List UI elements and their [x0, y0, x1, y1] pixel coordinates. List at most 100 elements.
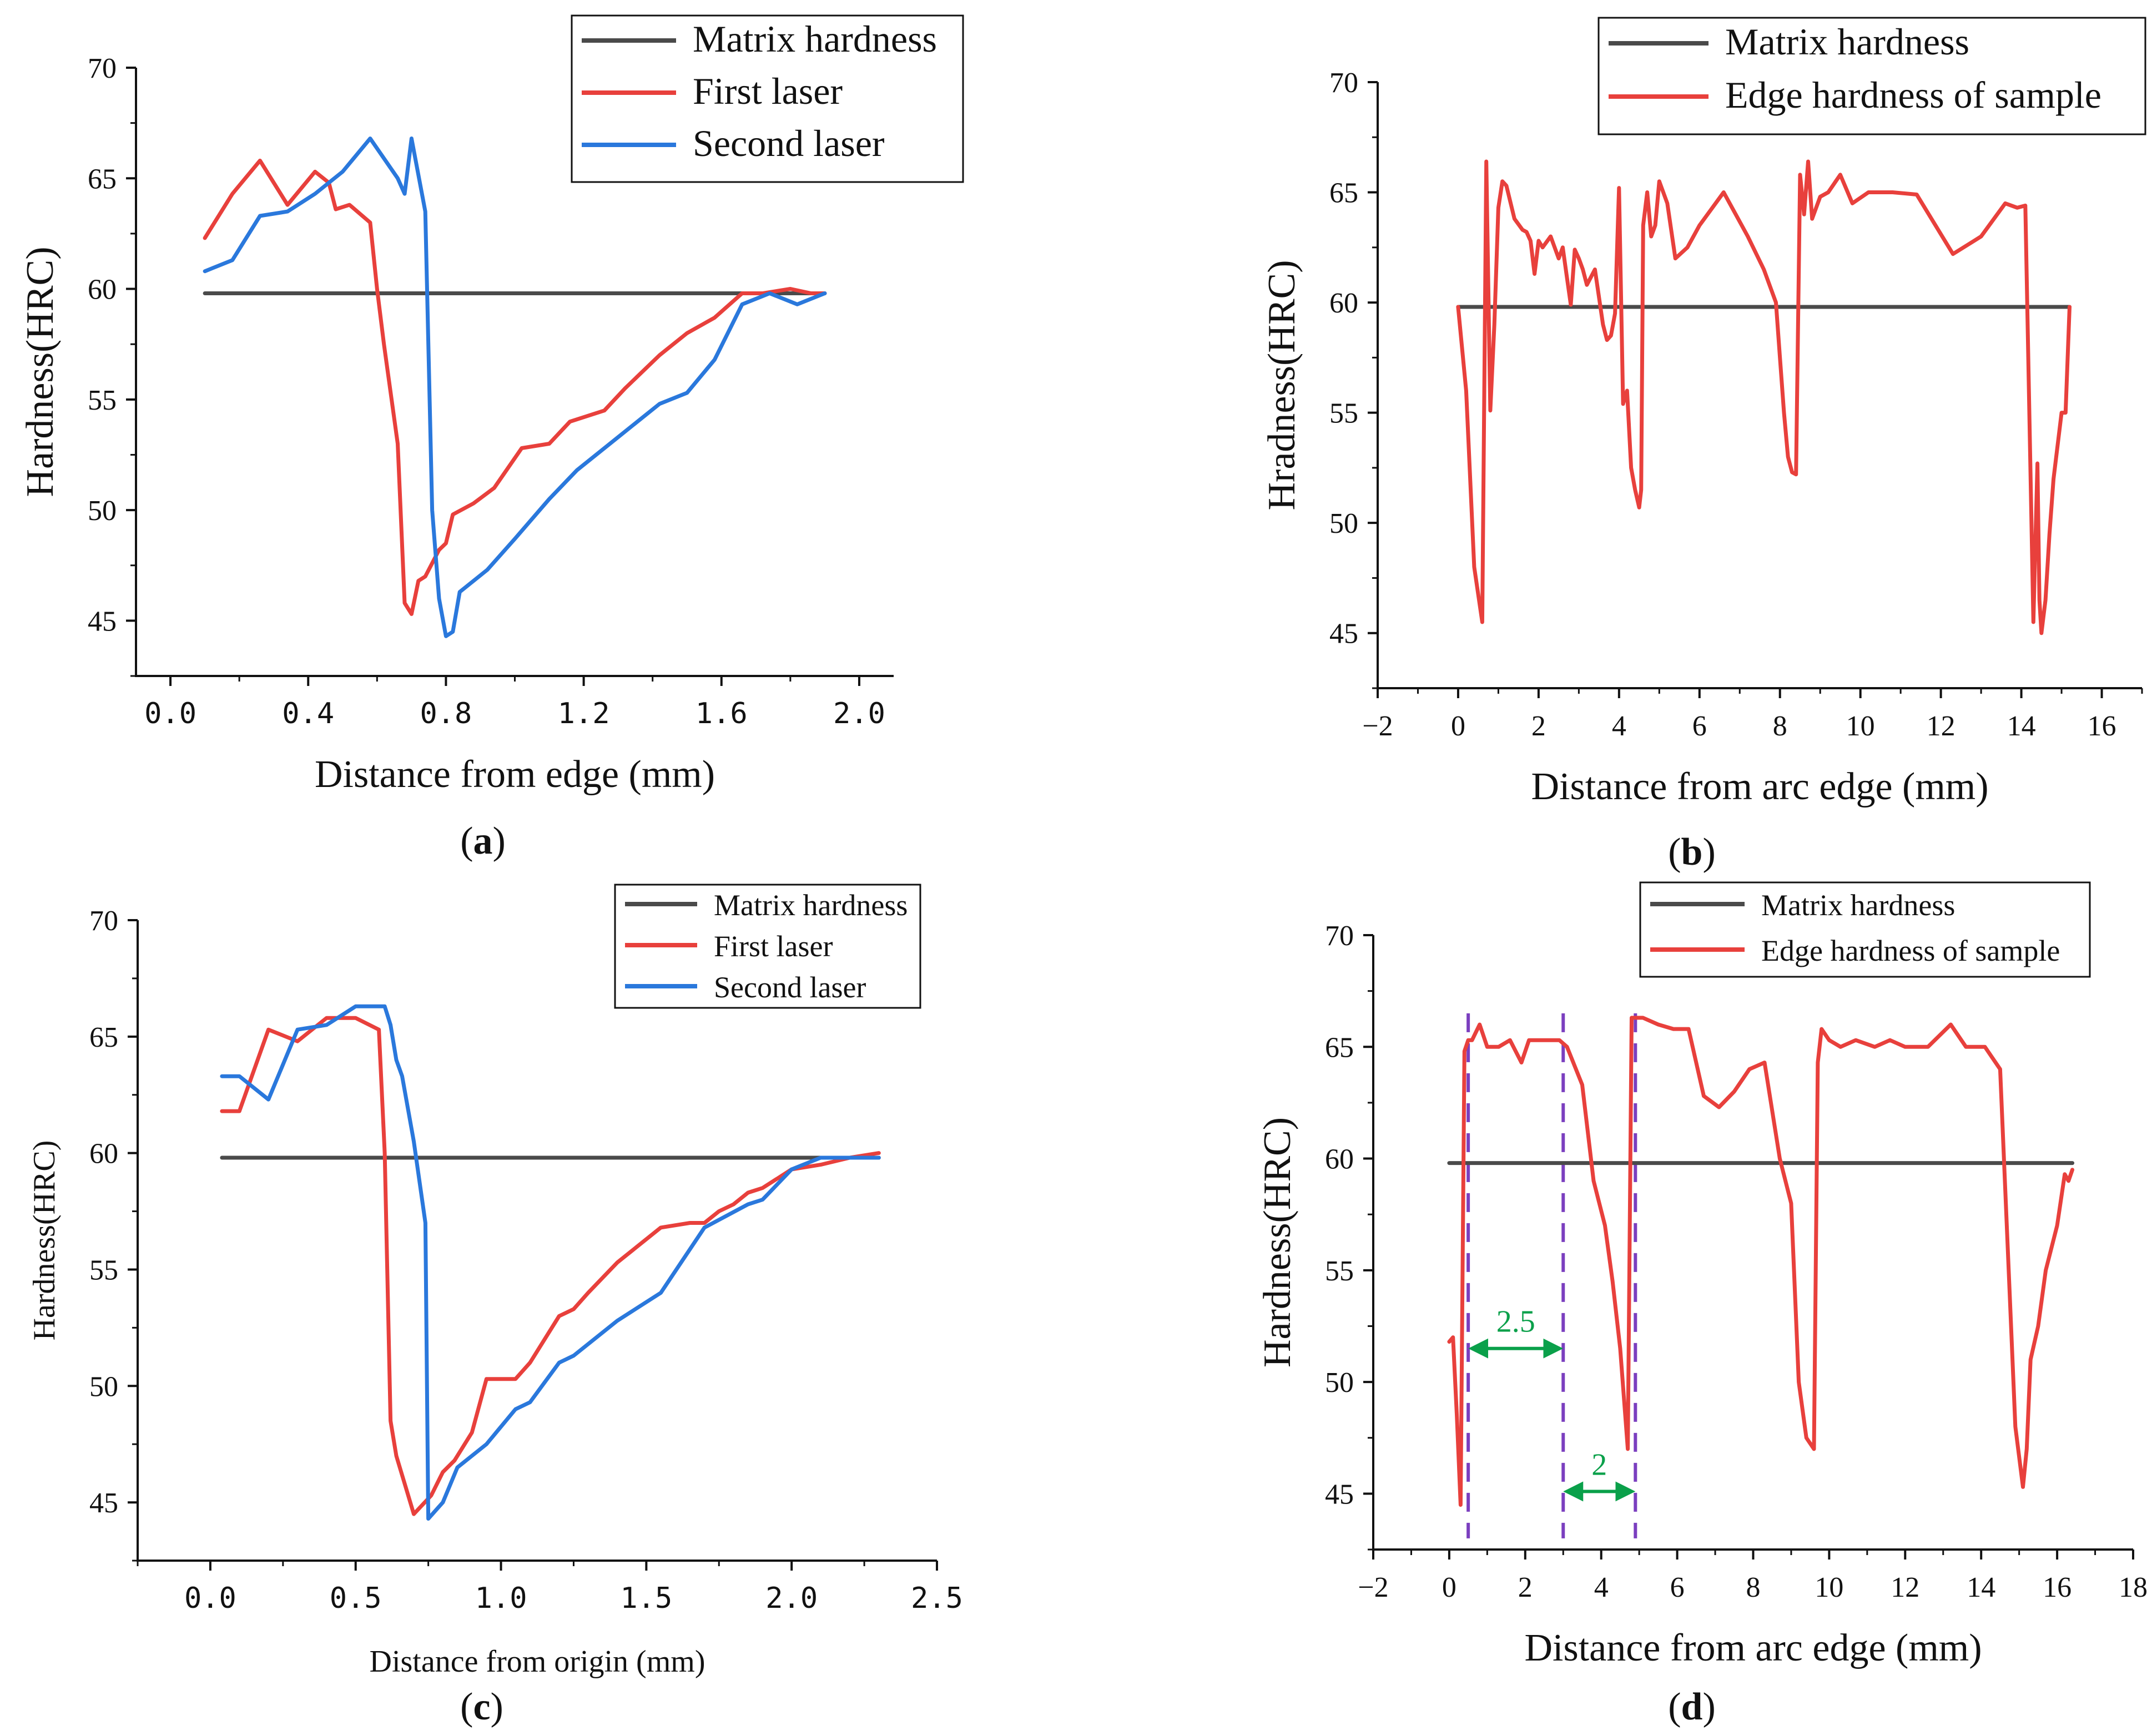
series-line-second-laser: [220, 1004, 881, 1521]
panel-caption: (a): [460, 820, 506, 862]
x-tick-label: 0.8: [420, 697, 472, 730]
legend-box: [1597, 17, 2146, 135]
series-line-first-laser: [220, 1016, 881, 1516]
series-line-edge-hardness-of-sample: [1447, 1016, 2074, 1507]
x-tick-label: 10: [1815, 1572, 1843, 1603]
x-tick-label: 1.0: [475, 1582, 527, 1615]
x-tick-label: 2: [1531, 710, 1546, 742]
y-tick-label: 55: [89, 1254, 118, 1286]
series-line-first-laser: [203, 158, 827, 616]
legend-label: Matrix hardness: [693, 18, 937, 60]
x-tick-label: 14: [2007, 710, 2036, 742]
y-tick-label: 65: [1329, 178, 1358, 209]
x-tick-label: 2.5: [911, 1582, 963, 1615]
chart-b: 45 50 55 60 65 70 −2 0 2 4 6 8 10 12 14 16 Distance from…: [1261, 17, 2146, 874]
x-tick-label: 4: [1594, 1572, 1609, 1603]
y-tick-label: 70: [88, 53, 117, 84]
dimension-label: 2.5: [1496, 1305, 1535, 1339]
y-tick-label: 70: [89, 905, 118, 937]
y-tick-label: 60: [1325, 1144, 1354, 1175]
y-tick-label: 50: [1325, 1367, 1354, 1399]
y-tick-label: 65: [89, 1022, 118, 1053]
chart-a: 45 50 55 60 65 70 0.0 0.4 0.8 1.2 1.6 2.0 Distance f…: [19, 14, 964, 862]
y-tick-label: 50: [1329, 508, 1358, 539]
chart-d: 45 50 55 60 65 70 −2 0 2 4 6 8 10 12 14 16 18 Distance fr…: [1256, 881, 2148, 1728]
y-tick-label: 45: [88, 605, 117, 637]
legend-label: Matrix hardness: [714, 889, 908, 922]
x-axis-title: Distance from arc edge (mm): [1531, 765, 1988, 808]
legend-label: Matrix hardness: [1725, 21, 1969, 63]
x-tick-label: 16: [2088, 710, 2116, 742]
series-line-edge-hardness-of-sample: [1456, 159, 2072, 635]
y-tick-label: 60: [1329, 287, 1358, 319]
legend: Matrix hardness First laser Second laser: [614, 884, 921, 1009]
x-tick-label: 1.5: [620, 1582, 672, 1615]
x-tick-label: 6: [1670, 1572, 1685, 1603]
x-tick-label: 12: [1891, 1572, 1919, 1603]
x-tick-label: 0.5: [330, 1582, 382, 1615]
x-tick-label: 10: [1846, 710, 1875, 742]
x-tick-label: 2.0: [833, 697, 885, 730]
x-axis-title: Distance from edge (mm): [315, 753, 715, 796]
x-tick-label: 12: [1927, 710, 1956, 742]
x-tick-label: 18: [2119, 1572, 2148, 1603]
y-tick-label: 45: [89, 1487, 118, 1519]
x-tick-label: 4: [1612, 710, 1626, 742]
chart-c: 45 50 55 60 65 70 0.0 0.5 1.0 1.5 2.0 2.5 Distance f…: [27, 884, 963, 1728]
y-tick-label: 45: [1325, 1478, 1354, 1510]
dimension-label: 2: [1591, 1447, 1607, 1482]
x-tick-label: −2: [1358, 1572, 1388, 1603]
x-axis-title: Distance from arc edge (mm): [1524, 1627, 1982, 1669]
panel-caption: (d): [1668, 1685, 1716, 1728]
y-tick-label: 70: [1329, 67, 1358, 99]
x-tick-label: 0.4: [282, 697, 334, 730]
x-tick-label: 0.0: [184, 1582, 236, 1615]
panel-caption: (c): [460, 1685, 503, 1728]
legend-label: First laser: [714, 930, 833, 963]
y-tick-label: 55: [1325, 1255, 1354, 1287]
x-tick-label: 8: [1773, 710, 1787, 742]
legend-label: Second laser: [714, 971, 866, 1004]
legend-label: Matrix hardness: [1761, 889, 1955, 922]
x-axis-title: Distance from origin (mm): [370, 1644, 705, 1679]
x-tick-label: 1.2: [558, 697, 610, 730]
legend: Matrix hardness First laser Second laser: [571, 14, 964, 183]
y-tick-label: 55: [88, 385, 117, 416]
x-tick-label: 1.6: [696, 697, 748, 730]
legend-label: Edge hardness of sample: [1761, 934, 2060, 967]
y-tick-label: 60: [88, 274, 117, 306]
x-tick-label: 14: [1967, 1572, 1995, 1603]
y-tick-label: 50: [89, 1371, 118, 1402]
legend: Matrix hardness Edge hardness of sample: [1639, 881, 2091, 978]
x-tick-label: 2: [1518, 1572, 1533, 1603]
x-tick-label: 6: [1692, 710, 1707, 742]
legend-label: Edge hardness of sample: [1725, 74, 2101, 116]
x-tick-label: −2: [1362, 710, 1393, 742]
y-tick-label: 70: [1325, 920, 1354, 952]
y-tick-label: 55: [1329, 398, 1358, 430]
y-tick-label: 50: [88, 495, 117, 527]
y-tick-label: 60: [89, 1138, 118, 1170]
legend-label: Second laser: [693, 122, 885, 164]
legend: Matrix hardness Edge hardness of sample: [1597, 17, 2146, 135]
y-tick-label: 65: [1325, 1032, 1354, 1063]
x-tick-label: 8: [1746, 1572, 1761, 1603]
x-tick-label: 16: [2043, 1572, 2072, 1603]
y-axis-title: Hardness(HRC): [1256, 1117, 1299, 1367]
legend-label: First laser: [693, 70, 843, 112]
x-tick-label: 0: [1451, 710, 1465, 742]
x-tick-label: 0: [1442, 1572, 1456, 1603]
y-axis-title: Hradness(HRC): [1261, 260, 1303, 510]
legend-box: [1639, 881, 2091, 978]
y-tick-label: 45: [1329, 618, 1358, 650]
y-axis-title: Hardness(HRC): [27, 1140, 62, 1341]
legend-box: [571, 14, 964, 183]
y-axis-title: Hardness(HRC): [19, 246, 62, 497]
x-tick-label: 0.0: [144, 697, 196, 730]
panel-caption: (b): [1668, 831, 1716, 874]
series-line-second-laser: [203, 137, 827, 638]
y-tick-label: 65: [88, 163, 117, 195]
x-tick-label: 2.0: [765, 1582, 818, 1615]
